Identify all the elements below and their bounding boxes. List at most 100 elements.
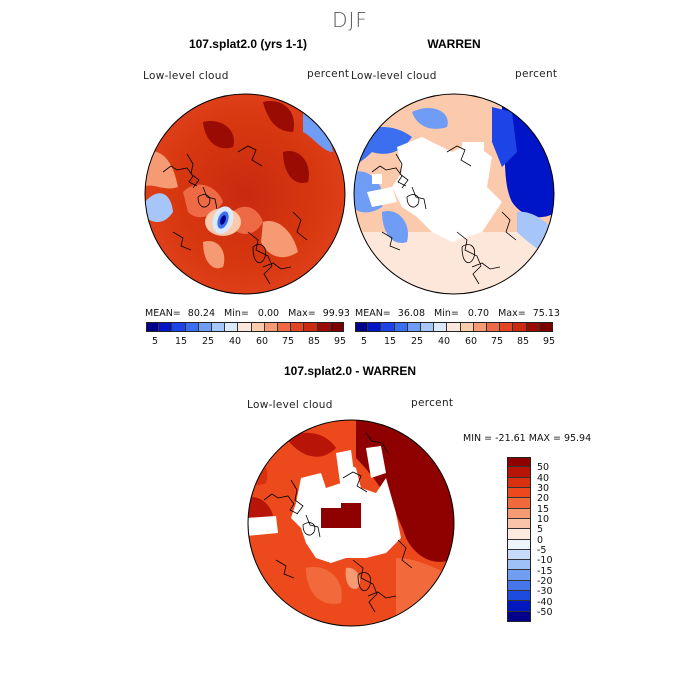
left-tick-5: 75 <box>282 336 295 347</box>
difference-cloud-map <box>247 419 455 627</box>
diff-tick-13: -40 <box>537 597 553 608</box>
diff-tick-14: -50 <box>537 607 553 618</box>
right-mean-label: MEAN= <box>355 308 391 319</box>
left-tick-1: 15 <box>175 336 188 347</box>
right-colorbar-swatch <box>526 322 540 332</box>
diff-tick-9: -10 <box>537 555 553 566</box>
left-colorbar-swatch <box>278 322 292 332</box>
diff-colorbar-swatch <box>507 601 531 612</box>
left-colorbar-swatch <box>317 322 331 332</box>
diff-colorbar-swatch <box>507 487 531 499</box>
right-min-value: 0.70 <box>467 308 490 319</box>
right-tick-4: 60 <box>465 336 478 347</box>
left-colorbar-swatch <box>225 322 239 332</box>
left-colorbar-swatch <box>146 322 160 332</box>
left-colorbar-swatch <box>251 322 265 332</box>
diff-colorbar-swatch <box>507 498 531 509</box>
left-colorbar-swatch <box>291 322 305 332</box>
right-colorbar-swatch <box>381 322 395 332</box>
left-variable-label: Low-level cloud <box>143 70 229 82</box>
right-tick-1: 15 <box>384 336 397 347</box>
model-cloud-map <box>144 93 346 295</box>
left-panel-title: 107.splat2.0 (yrs 1-1) <box>188 37 308 51</box>
diff-variable-label: Low-level cloud <box>247 399 333 411</box>
left-max-value: 99.93 <box>322 308 350 319</box>
right-colorbar-swatch <box>394 322 408 332</box>
left-stats: MEAN= 80.24 Min= 0.00 Max= 99.93 <box>145 308 350 319</box>
right-colorbar-swatch <box>500 322 514 332</box>
right-colorbar-swatch <box>487 322 501 332</box>
diff-tick-2: 30 <box>537 483 550 494</box>
diff-colorbar-ticks: 50 40 30 20 15 10 5 0 -5 -10 -15 -20 -30… <box>537 457 577 627</box>
right-colorbar-swatch <box>460 322 474 332</box>
right-stats: MEAN= 36.08 Min= 0.70 Max= 75.13 <box>355 308 560 319</box>
left-tick-4: 60 <box>256 336 269 347</box>
right-tick-3: 40 <box>438 336 451 347</box>
right-mean-value: 36.08 <box>397 308 425 319</box>
left-colorbar-swatch <box>304 322 318 332</box>
right-colorbar-swatch <box>513 322 527 332</box>
left-mean-label: MEAN= <box>145 308 181 319</box>
right-units-label: percent <box>515 68 558 80</box>
right-colorbar-swatch <box>368 322 382 332</box>
right-tick-7: 95 <box>543 336 556 347</box>
left-colorbar-swatch <box>185 322 199 332</box>
right-colorbar-ticks: 5 15 25 40 60 75 85 95 <box>355 336 556 348</box>
right-min-label: Min= <box>434 308 459 319</box>
right-colorbar <box>355 322 553 332</box>
diff-tick-5: 10 <box>537 514 550 525</box>
diff-units-label: percent <box>411 397 454 409</box>
diff-colorbar-swatch <box>507 570 531 581</box>
warren-cloud-map <box>353 93 555 295</box>
diff-tick-6: 5 <box>537 524 544 535</box>
diff-tick-10: -15 <box>537 566 553 577</box>
diff-colorbar-swatch <box>507 467 531 478</box>
diff-colorbar-swatch <box>507 539 531 550</box>
left-tick-6: 85 <box>308 336 321 347</box>
left-colorbar-ticks: 5 15 25 40 60 75 85 95 <box>146 336 347 348</box>
diff-tick-1: 40 <box>537 473 550 484</box>
left-max-label: Max= <box>288 308 316 319</box>
right-max-value: 75.13 <box>532 308 560 319</box>
diff-colorbar-swatch <box>507 549 531 561</box>
diff-colorbar-swatch <box>507 518 531 530</box>
diff-colorbar-swatch <box>507 457 531 468</box>
left-min-value: 0.00 <box>257 308 280 319</box>
right-variable-label: Low-level cloud <box>351 70 437 82</box>
diff-stats: MIN = -21.61 MAX = 95.94 <box>463 433 592 444</box>
left-units-label: percent <box>307 68 350 80</box>
right-tick-6: 85 <box>517 336 530 347</box>
diff-tick-11: -20 <box>537 576 553 587</box>
right-tick-5: 75 <box>491 336 504 347</box>
left-min-label: Min= <box>224 308 249 319</box>
left-colorbar <box>146 322 344 332</box>
left-tick-0: 5 <box>152 336 159 347</box>
diff-colorbar-swatch <box>507 529 531 540</box>
left-colorbar-swatch <box>212 322 226 332</box>
left-tick-7: 95 <box>334 336 347 347</box>
season-title: DJF <box>332 8 368 32</box>
right-colorbar-swatch <box>447 322 461 332</box>
left-tick-3: 40 <box>229 336 242 347</box>
diff-colorbar-swatch <box>507 477 531 488</box>
right-panel-title: WARREN <box>427 37 481 51</box>
diff-colorbar-swatch <box>507 560 531 571</box>
diff-tick-4: 15 <box>537 504 550 515</box>
diff-tick-7: 0 <box>537 535 544 546</box>
left-colorbar-swatch <box>238 322 252 332</box>
right-colorbar-swatch <box>434 322 448 332</box>
right-max-label: Max= <box>498 308 526 319</box>
diff-tick-8: -5 <box>537 545 547 556</box>
diff-colorbar <box>507 457 531 622</box>
left-colorbar-swatch <box>159 322 173 332</box>
right-colorbar-swatch <box>421 322 435 332</box>
diff-tick-0: 50 <box>537 462 550 473</box>
diff-panel-title: 107.splat2.0 - WARREN <box>283 364 417 378</box>
left-colorbar-swatch <box>198 322 212 332</box>
left-colorbar-swatch <box>264 322 278 332</box>
diff-tick-12: -30 <box>537 586 553 597</box>
left-mean-value: 80.24 <box>187 308 215 319</box>
right-colorbar-swatch <box>473 322 487 332</box>
right-tick-0: 5 <box>361 336 368 347</box>
left-tick-2: 25 <box>202 336 215 347</box>
